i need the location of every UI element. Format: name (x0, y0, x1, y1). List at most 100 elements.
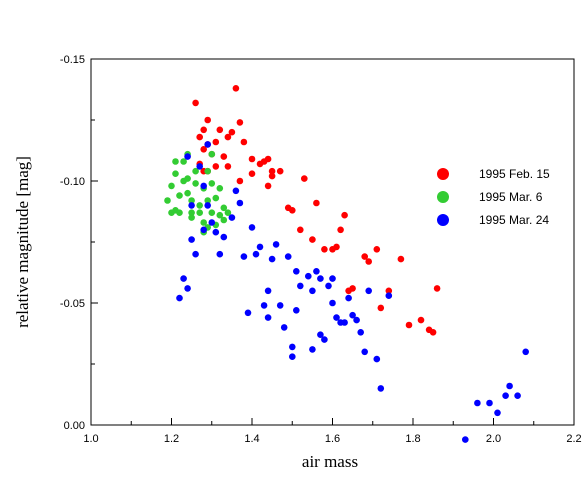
point-feb15 (232, 85, 240, 92)
point-mar6 (216, 185, 224, 192)
point-mar24 (200, 226, 207, 234)
point-feb15 (341, 211, 348, 219)
point-mar6 (200, 219, 207, 226)
point-mar6 (168, 182, 175, 190)
point-mar24 (357, 329, 365, 336)
point-feb15 (349, 285, 356, 292)
point-mar6 (196, 202, 203, 209)
point-mar6 (208, 209, 216, 216)
point-feb15 (216, 126, 224, 134)
point-mar6 (208, 180, 216, 187)
point-mar24 (522, 348, 529, 356)
x-tick-label: 1.8 (405, 433, 420, 445)
x-tick-label: 1.6 (325, 433, 340, 445)
point-mar24 (353, 316, 360, 324)
point-mar24 (373, 355, 381, 363)
point-mar6 (192, 180, 199, 187)
point-mar6 (188, 197, 195, 204)
point-mar24 (232, 187, 240, 195)
point-mar24 (365, 287, 373, 295)
point-mar24 (184, 153, 191, 160)
point-mar24 (309, 287, 316, 295)
point-mar6 (172, 170, 179, 177)
point-mar24 (293, 307, 300, 314)
point-mar6 (196, 209, 203, 216)
legend-label-mar24: 1995 Mar. 24 (479, 213, 549, 227)
point-mar24 (244, 309, 252, 317)
point-mar6 (184, 175, 191, 182)
point-feb15 (397, 255, 405, 263)
point-feb15 (433, 285, 441, 292)
point-feb15 (236, 119, 244, 126)
point-feb15 (417, 316, 425, 324)
point-mar24 (236, 199, 244, 207)
point-feb15 (196, 133, 203, 141)
x-tick-label: 2.2 (566, 433, 581, 445)
point-feb15 (268, 167, 276, 175)
point-mar24 (212, 228, 220, 236)
point-feb15 (297, 226, 304, 234)
point-feb15 (377, 304, 385, 312)
point-feb15 (289, 207, 296, 214)
point-mar24 (474, 399, 481, 407)
point-feb15 (301, 175, 308, 182)
point-mar6 (176, 192, 183, 199)
point-feb15 (248, 155, 256, 163)
point-mar24 (204, 202, 211, 209)
point-mar24 (313, 268, 320, 275)
y-axis-label: relative magnitude [mag] (13, 156, 32, 328)
point-mar6 (208, 150, 216, 158)
point-mar24 (514, 392, 521, 400)
point-mar6 (224, 209, 232, 216)
x-tick-labels: 1.0 1.2 1.4 1.6 1.8 2.0 2.2 (83, 433, 581, 445)
point-feb15 (309, 236, 316, 243)
point-mar24 (188, 236, 195, 243)
point-mar6 (176, 209, 183, 216)
point-feb15 (236, 177, 244, 185)
point-mar6 (220, 216, 228, 224)
point-feb15 (276, 167, 284, 175)
point-mar24 (293, 268, 300, 275)
point-mar24 (321, 336, 328, 343)
point-feb15 (385, 287, 393, 295)
point-feb15 (192, 99, 199, 107)
x-tick-label: 1.2 (164, 433, 179, 445)
point-mar24 (297, 282, 304, 290)
point-mar24 (272, 241, 280, 248)
plot-frame (90, 58, 575, 426)
y-tick-labels: -0.15 -0.10 -0.05 0.00 (60, 54, 85, 432)
point-feb15 (224, 163, 232, 170)
y-tick-label: -0.15 (60, 54, 85, 66)
point-mar6 (216, 211, 224, 219)
point-mar24 (228, 214, 236, 221)
point-mar24 (196, 163, 203, 170)
point-mar24 (204, 141, 211, 148)
point-feb15 (321, 246, 328, 253)
point-mar24 (200, 182, 207, 190)
point-feb15 (240, 138, 248, 146)
legend: 1995 Feb. 15 1995 Mar. 6 1995 Mar. 24 (437, 167, 550, 227)
point-mar6 (220, 204, 228, 212)
legend-marker-mar24 (437, 214, 449, 226)
point-feb15 (220, 153, 228, 160)
point-mar24 (184, 285, 191, 292)
point-mar24 (264, 314, 272, 321)
point-mar6 (188, 214, 195, 221)
legend-marker-mar6 (437, 191, 449, 203)
point-mar24 (208, 219, 216, 226)
point-mar24 (176, 294, 183, 302)
series-feb15 (192, 85, 441, 336)
point-mar24 (377, 385, 385, 392)
series-mar24 (176, 141, 529, 443)
point-mar6 (204, 167, 211, 175)
point-mar24 (289, 343, 296, 351)
point-mar24 (305, 272, 312, 280)
point-mar6 (184, 189, 191, 197)
x-tick-label: 2.0 (486, 433, 501, 445)
point-feb15 (268, 172, 276, 180)
data-points (164, 85, 529, 443)
legend-label-feb15: 1995 Feb. 15 (479, 167, 550, 181)
point-feb15 (200, 126, 207, 134)
point-mar24 (317, 275, 324, 282)
point-mar24 (325, 282, 332, 290)
